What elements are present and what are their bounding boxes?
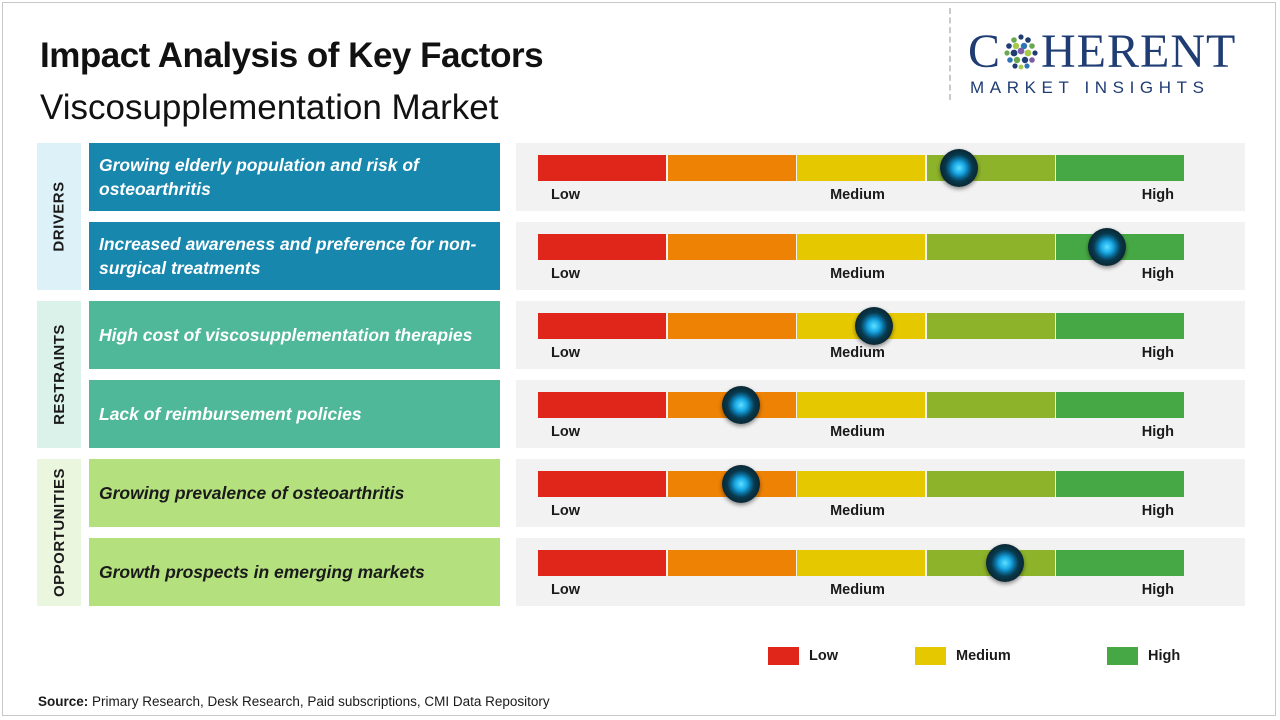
gauge-segment — [926, 392, 1055, 418]
gauge-segment — [797, 550, 926, 576]
gauge-segment — [538, 392, 667, 418]
legend-item-low: Low — [768, 647, 838, 665]
impact-marker — [854, 307, 893, 345]
gauge-segment — [1056, 392, 1185, 418]
gauge-segment — [1056, 313, 1185, 339]
gauge-segment — [538, 313, 667, 339]
factor-label: High cost of viscosupplementation therap… — [89, 301, 500, 369]
impact-gauge: Low Medium High — [516, 222, 1245, 290]
chart-title: Impact Analysis of Key Factors — [40, 36, 544, 75]
legend-item-medium: Medium — [915, 647, 1011, 665]
scale-label-medium: Medium — [830, 582, 885, 598]
legend-label-medium: Medium — [956, 648, 1011, 664]
scale-label-high: High — [1141, 266, 1174, 282]
factor-label: Lack of reimbursement policies — [89, 380, 500, 448]
gauge-segment — [667, 550, 796, 576]
legend-swatch-medium — [915, 647, 946, 665]
gauge-segment — [797, 392, 926, 418]
header-divider — [949, 8, 951, 100]
logo-dot-globe-icon — [1002, 31, 1040, 71]
impact-marker — [721, 465, 760, 503]
scale-label-medium: Medium — [830, 503, 885, 519]
gauge-segment — [538, 550, 667, 576]
gauge-segment — [797, 155, 926, 181]
scale-label-medium: Medium — [830, 424, 885, 440]
category-restraints: RESTRAINTS — [37, 301, 81, 448]
scale-label-low: Low — [551, 582, 580, 598]
scale-label-medium: Medium — [830, 187, 885, 203]
category-opportunities: OPPORTUNITIES — [37, 459, 81, 606]
impact-gauge: Low Medium High — [516, 380, 1245, 448]
category-label: RESTRAINTS — [50, 324, 68, 425]
scale-label-high: High — [1141, 582, 1174, 598]
impact-marker — [985, 544, 1024, 582]
scale-label-low: Low — [551, 345, 580, 361]
logo-text-start: C — [968, 25, 1002, 78]
gauge-segment — [926, 471, 1055, 497]
impact-gauge: Low Medium High — [516, 301, 1245, 369]
category-label: OPPORTUNITIES — [50, 467, 68, 598]
source-note: Source: Primary Research, Desk Research,… — [38, 694, 550, 709]
scale-label-high: High — [1141, 424, 1174, 440]
impact-marker — [1087, 228, 1126, 266]
impact-gauge: Low Medium High — [516, 459, 1245, 527]
legend-label-high: High — [1148, 648, 1181, 664]
gauge-segment — [1056, 550, 1185, 576]
gauge-segment — [926, 313, 1055, 339]
scale-label-high: High — [1141, 187, 1174, 203]
impact-gauge: Low Medium High — [516, 538, 1245, 606]
factor-label: Growing prevalence of osteoarthritis — [89, 459, 500, 527]
gauge-segment — [538, 155, 667, 181]
source-label: Source: — [38, 694, 89, 709]
factor-label: Growth prospects in emerging markets — [89, 538, 500, 606]
gauge-segment — [538, 234, 667, 260]
legend-item-high: High — [1107, 647, 1180, 665]
gauge-segment — [797, 471, 926, 497]
gauge-segment — [797, 234, 926, 260]
gauge-segment — [667, 313, 796, 339]
legend-swatch-high — [1107, 647, 1138, 665]
scale-label-low: Low — [551, 266, 580, 282]
scale-label-high: High — [1141, 345, 1174, 361]
gauge-segment — [1056, 155, 1185, 181]
category-drivers: DRIVERS — [37, 143, 81, 290]
logo-tagline: MARKET INSIGHTS — [970, 78, 1210, 97]
chart-subtitle: Viscosupplementation Market — [40, 88, 499, 127]
category-label: DRIVERS — [50, 181, 68, 252]
impact-marker — [940, 149, 979, 187]
legend-swatch-low — [768, 647, 799, 665]
scale-label-low: Low — [551, 503, 580, 519]
scale-label-low: Low — [551, 187, 580, 203]
impact-gauge: Low Medium High — [516, 143, 1245, 211]
company-logo: C H — [968, 28, 1260, 76]
factor-label: Increased awareness and preference for n… — [89, 222, 500, 290]
logo-text-end: HERENT — [1041, 25, 1237, 78]
legend-label-low: Low — [809, 648, 838, 664]
factor-label: Growing elderly population and risk of o… — [89, 143, 500, 211]
gauge-segment — [926, 234, 1055, 260]
gauge-segment — [538, 471, 667, 497]
source-text: Primary Research, Desk Research, Paid su… — [88, 694, 550, 709]
impact-marker — [721, 386, 760, 424]
scale-label-low: Low — [551, 424, 580, 440]
scale-label-medium: Medium — [830, 345, 885, 361]
gauge-segment — [1056, 471, 1185, 497]
scale-label-medium: Medium — [830, 266, 885, 282]
scale-label-high: High — [1141, 503, 1174, 519]
gauge-segment — [667, 155, 796, 181]
gauge-segment — [667, 234, 796, 260]
